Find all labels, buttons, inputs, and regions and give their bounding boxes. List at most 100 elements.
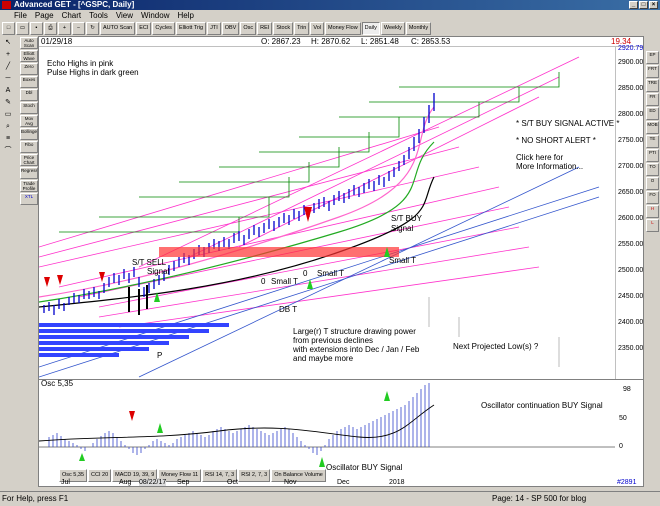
header-open: O: 2867.23 <box>261 37 301 46</box>
tool-zero[interactable]: Zero <box>20 63 38 75</box>
rtool-frt[interactable]: FRT <box>646 65 659 78</box>
ytick: 2650.00 <box>618 189 644 196</box>
tab-rsi-14[interactable]: RSI 14, 7, 3 <box>202 469 238 482</box>
xtick: 2018 <box>389 479 405 486</box>
xtick: Dec <box>337 479 350 486</box>
rtool-to[interactable]: TO <box>646 163 659 176</box>
refresh-icon[interactable]: ↻ <box>86 22 99 35</box>
tool-pricechart[interactable]: Price Chart <box>20 154 38 166</box>
click-info-1[interactable]: Click here for <box>516 153 564 162</box>
rtool-tre[interactable]: TRE <box>646 79 659 92</box>
tab-macd[interactable]: MACD 19, 39, 9 <box>112 469 158 482</box>
close-icon[interactable]: × <box>649 1 658 9</box>
toolbar-daily[interactable]: Daily <box>361 22 380 35</box>
toolbar-autoscan[interactable]: AUTO Scan <box>100 22 136 35</box>
menu-bar: File Page Chart Tools View Window Help <box>0 10 660 21</box>
menu-page[interactable]: Page <box>34 11 54 20</box>
magnify-icon[interactable]: ⌕ <box>6 123 10 130</box>
tab-rsi-2[interactable]: RSI 2, 7, 3 <box>238 469 271 482</box>
menu-view[interactable]: View <box>115 11 134 20</box>
tool-elliott[interactable]: Elliott Wave <box>20 50 38 62</box>
zoom-out-icon[interactable]: − <box>72 22 85 35</box>
channel-icon[interactable]: ≡ <box>5 135 11 142</box>
tool-stoch[interactable]: Stoch <box>20 102 38 114</box>
tab-obv[interactable]: On Balance Volume <box>271 469 326 482</box>
zero-2: 0 <box>261 277 266 286</box>
print-icon[interactable]: ⎙ <box>44 22 57 35</box>
volume-profile <box>39 323 229 357</box>
rtool-fo[interactable]: FO <box>646 191 659 204</box>
menu-help[interactable]: Help <box>177 11 194 20</box>
price-chart[interactable] <box>39 47 615 379</box>
arc-icon[interactable]: ⌒ <box>4 147 12 154</box>
toolbar-cycles[interactable]: Cycles <box>152 22 175 35</box>
arrow-cursor-icon[interactable]: ↖ <box>5 39 11 46</box>
ytick: 2900.00 <box>618 59 644 66</box>
oscillator-chart[interactable] <box>39 381 615 469</box>
osc-bars <box>48 383 430 455</box>
crosshair-icon[interactable]: + <box>5 51 11 58</box>
tab-moneyflow[interactable]: Money Flow 11 <box>158 469 202 482</box>
menu-file[interactable]: File <box>14 11 27 20</box>
minimize-icon[interactable]: _ <box>629 1 638 9</box>
large-t-4: and maybe more <box>293 354 354 363</box>
toolbar-osc[interactable]: Osc <box>240 22 257 35</box>
rtool-ep[interactable]: EP <box>646 51 659 64</box>
toolbar-trin[interactable]: Trin <box>294 22 310 35</box>
moving-averages <box>39 106 435 308</box>
osc-sell-arrow <box>129 411 135 421</box>
toolbar-weekly[interactable]: Weekly <box>380 22 405 35</box>
toolbar-obv[interactable]: OBV <box>221 22 240 35</box>
tool-autoscan[interactable]: Auto Scan <box>20 37 38 49</box>
toolbar-jti[interactable]: JTI <box>207 22 221 35</box>
rtool-pti[interactable]: PTI <box>646 149 659 162</box>
osc-cont-note: Oscillator continuation BUY Signal <box>481 401 603 410</box>
pencil-icon[interactable]: ✎ <box>5 99 11 106</box>
eraser-icon[interactable]: ▭ <box>4 111 12 118</box>
rtool-ed[interactable]: ED <box>646 107 659 120</box>
toolbar-stock[interactable]: Stock <box>273 22 294 35</box>
open-icon[interactable]: ▭ <box>16 22 29 35</box>
rtool-h[interactable]: H <box>646 205 659 218</box>
toolbar-rei[interactable]: REI <box>257 22 273 35</box>
small-t-right: Small T <box>389 256 416 265</box>
rtool-fr[interactable]: FR <box>646 93 659 106</box>
rtool-o[interactable]: O <box>646 177 659 190</box>
trendline-icon[interactable]: ╱ <box>5 63 11 70</box>
xtick: 08/22/17 <box>139 479 167 486</box>
tab-osc[interactable]: Osc 5,35 <box>59 469 88 482</box>
toolbar-vol[interactable]: Vol <box>310 22 325 35</box>
rtool-te[interactable]: TE <box>646 135 659 148</box>
window-titlebar[interactable]: Advanced GET - [^GSPC, Daily] _ □ × <box>0 0 660 10</box>
menu-chart[interactable]: Chart <box>61 11 82 20</box>
zoom-in-icon[interactable]: + <box>58 22 71 35</box>
tool-tradeprofile[interactable]: Trade Profile <box>20 180 38 192</box>
tab-cci[interactable]: CCI 20 <box>88 469 112 482</box>
tool-dbl[interactable]: Dbl <box>20 89 38 101</box>
toolbar-eci[interactable]: ECI <box>136 22 152 35</box>
new-icon[interactable]: □ <box>2 22 15 35</box>
toolbar-elliott[interactable]: Elliott Trig <box>175 22 207 35</box>
chart-window[interactable]: 01/29/18 O: 2867.23 H: 2870.62 L: 2851.4… <box>38 36 644 487</box>
save-icon[interactable]: ▪ <box>30 22 43 35</box>
tool-movavg[interactable]: Mov Avg <box>20 115 38 127</box>
ytick: 2800.00 <box>618 111 644 118</box>
click-info-2[interactable]: More Information... <box>516 162 584 171</box>
menu-tools[interactable]: Tools <box>89 11 108 20</box>
tool-fibo[interactable]: Fibo <box>20 141 38 153</box>
main-toolbar: □ ▭ ▪ ⎙ + − ↻ AUTO Scan ECI Cycles Ellio… <box>0 21 660 36</box>
toolbar-monthly[interactable]: Monthly <box>405 22 432 35</box>
tool-regression[interactable]: Regression <box>20 167 38 179</box>
text-tool-icon[interactable]: A <box>5 87 11 94</box>
maximize-icon[interactable]: □ <box>639 1 648 9</box>
toolbar-moneyflow[interactable]: Money Flow <box>325 22 361 35</box>
tool-xtl[interactable]: XTL <box>20 193 38 205</box>
tool-boxes[interactable]: Boxes <box>20 76 38 88</box>
rtool-l[interactable]: L <box>646 219 659 232</box>
menu-window[interactable]: Window <box>141 11 170 20</box>
tool-bollinger[interactable]: Bollinger <box>20 128 38 140</box>
horizontal-line-icon[interactable]: ─ <box>5 75 11 82</box>
osc-value: 98 <box>623 386 631 393</box>
rtool-mob[interactable]: MOB <box>646 121 659 134</box>
buy-arrows <box>154 247 390 302</box>
